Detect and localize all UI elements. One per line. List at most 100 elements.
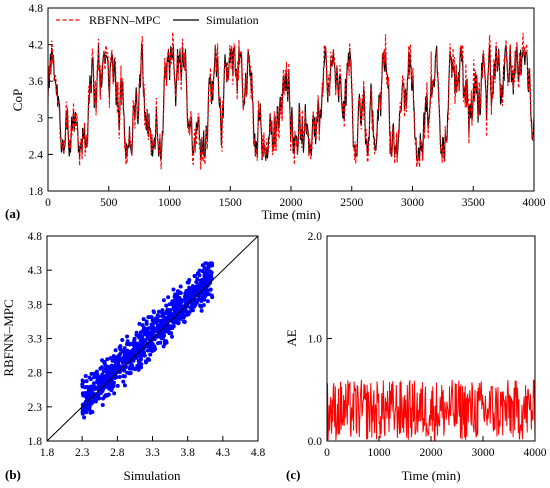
scatter-point bbox=[121, 379, 126, 384]
scatter-point bbox=[153, 316, 158, 321]
scatter-point bbox=[170, 334, 175, 339]
scatter-point bbox=[159, 322, 164, 327]
scatter-point bbox=[206, 264, 211, 269]
scatter-point bbox=[110, 364, 115, 369]
scatter-point bbox=[137, 346, 142, 351]
scatter-point bbox=[154, 326, 159, 331]
y-tick-label: 3.6 bbox=[29, 76, 44, 88]
scatter-point bbox=[137, 321, 142, 326]
scatter-point bbox=[205, 299, 210, 304]
scatter-point bbox=[82, 415, 87, 420]
panel-c-y-axis-title: AE bbox=[284, 329, 299, 346]
panel-a-label: (a) bbox=[5, 206, 20, 221]
y-tick-label: 3.3 bbox=[28, 334, 43, 346]
scatter-point bbox=[129, 363, 134, 368]
scatter-point bbox=[179, 298, 184, 303]
panel-c-x-ticks: 0 1000 2000 3000 4000 bbox=[324, 436, 547, 459]
scatter-point bbox=[149, 343, 154, 348]
x-tick-label: 3000 bbox=[401, 197, 424, 209]
scatter-point bbox=[89, 387, 94, 392]
scatter-point bbox=[146, 326, 151, 331]
scatter-point bbox=[132, 367, 137, 372]
scatter-point bbox=[199, 285, 204, 290]
panel-c-x-axis-title: Time (min) bbox=[401, 468, 460, 483]
scatter-point bbox=[128, 342, 133, 346]
scatter-point bbox=[157, 326, 162, 331]
scatter-point bbox=[148, 352, 153, 357]
scatter-point bbox=[102, 359, 107, 364]
legend-label-rbfnn-mpc: RBFNN–MPC bbox=[89, 13, 160, 27]
panel-b-x-axis-title: Simulation bbox=[123, 468, 181, 483]
scatter-point bbox=[80, 378, 85, 383]
scatter-point bbox=[103, 393, 108, 398]
scatter-point bbox=[122, 374, 127, 379]
scatter-point bbox=[162, 339, 167, 344]
scatter-point bbox=[176, 295, 181, 300]
scatter-point bbox=[131, 343, 136, 348]
scatter-point bbox=[159, 318, 164, 323]
scatter-point bbox=[203, 261, 208, 266]
scatter-point bbox=[88, 401, 93, 406]
panel-b-y-ticks: 1.8 2.3 2.8 3.3 3.8 4.3 4.8 bbox=[28, 231, 52, 448]
scatter-point bbox=[165, 329, 170, 334]
scatter-point bbox=[193, 302, 198, 307]
scatter-point bbox=[111, 354, 116, 359]
scatter-point bbox=[187, 286, 192, 291]
scatter-point bbox=[170, 302, 175, 307]
scatter-point bbox=[110, 358, 115, 363]
scatter-point bbox=[100, 402, 105, 407]
scatter-point bbox=[144, 321, 149, 326]
panel-b-scatter-points bbox=[80, 261, 215, 420]
scatter-point bbox=[171, 320, 176, 325]
x-tick-label: 4000 bbox=[524, 447, 547, 459]
scatter-point bbox=[131, 339, 136, 344]
scatter-point bbox=[164, 303, 169, 308]
scatter-point bbox=[156, 314, 161, 319]
scatter-point bbox=[146, 315, 151, 320]
scatter-point bbox=[89, 371, 94, 376]
scatter-point bbox=[199, 308, 204, 313]
scatter-point bbox=[142, 331, 147, 336]
scatter-point bbox=[101, 396, 106, 401]
scatter-point bbox=[128, 353, 133, 358]
scatter-point bbox=[146, 332, 151, 337]
panel-a-legend: RBFNN–MPC Simulation bbox=[56, 13, 259, 27]
scatter-point bbox=[125, 348, 130, 353]
scatter-point bbox=[166, 295, 171, 300]
scatter-point bbox=[118, 344, 123, 349]
scatter-point bbox=[88, 410, 93, 415]
scatter-point bbox=[179, 312, 184, 317]
scatter-point bbox=[199, 298, 204, 303]
scatter-point bbox=[120, 338, 125, 343]
scatter-point bbox=[183, 297, 188, 302]
scatter-point bbox=[160, 308, 165, 313]
panel-b-label: (b) bbox=[5, 467, 21, 482]
scatter-point bbox=[160, 336, 165, 341]
scatter-point bbox=[98, 366, 103, 371]
scatter-point bbox=[113, 348, 118, 353]
scatter-point bbox=[80, 410, 85, 415]
x-tick-label: 2000 bbox=[280, 197, 303, 209]
scatter-point bbox=[202, 265, 207, 270]
scatter-point bbox=[113, 375, 118, 380]
panel-c-label: (c) bbox=[286, 467, 300, 482]
scatter-point bbox=[186, 280, 191, 285]
y-tick-label: 4.3 bbox=[28, 265, 43, 277]
y-tick-label: 3.8 bbox=[28, 299, 43, 311]
y-tick-label: 2.4 bbox=[29, 149, 44, 161]
scatter-point bbox=[139, 365, 144, 370]
scatter-point bbox=[182, 319, 187, 324]
scatter-point bbox=[84, 379, 89, 384]
scatter-point bbox=[208, 261, 213, 266]
scatter-point bbox=[110, 384, 115, 389]
scatter-point bbox=[191, 291, 196, 296]
scatter-point bbox=[201, 303, 206, 308]
panel-b-y-axis-title: RBFNN–MPC bbox=[1, 299, 16, 376]
scatter-point bbox=[86, 397, 91, 402]
x-tick-label: 1.8 bbox=[40, 447, 55, 459]
scatter-point bbox=[195, 276, 200, 281]
y-tick-label: 0.0 bbox=[308, 436, 323, 448]
scatter-point bbox=[92, 396, 97, 401]
scatter-point bbox=[188, 292, 193, 297]
scatter-point bbox=[198, 303, 203, 308]
